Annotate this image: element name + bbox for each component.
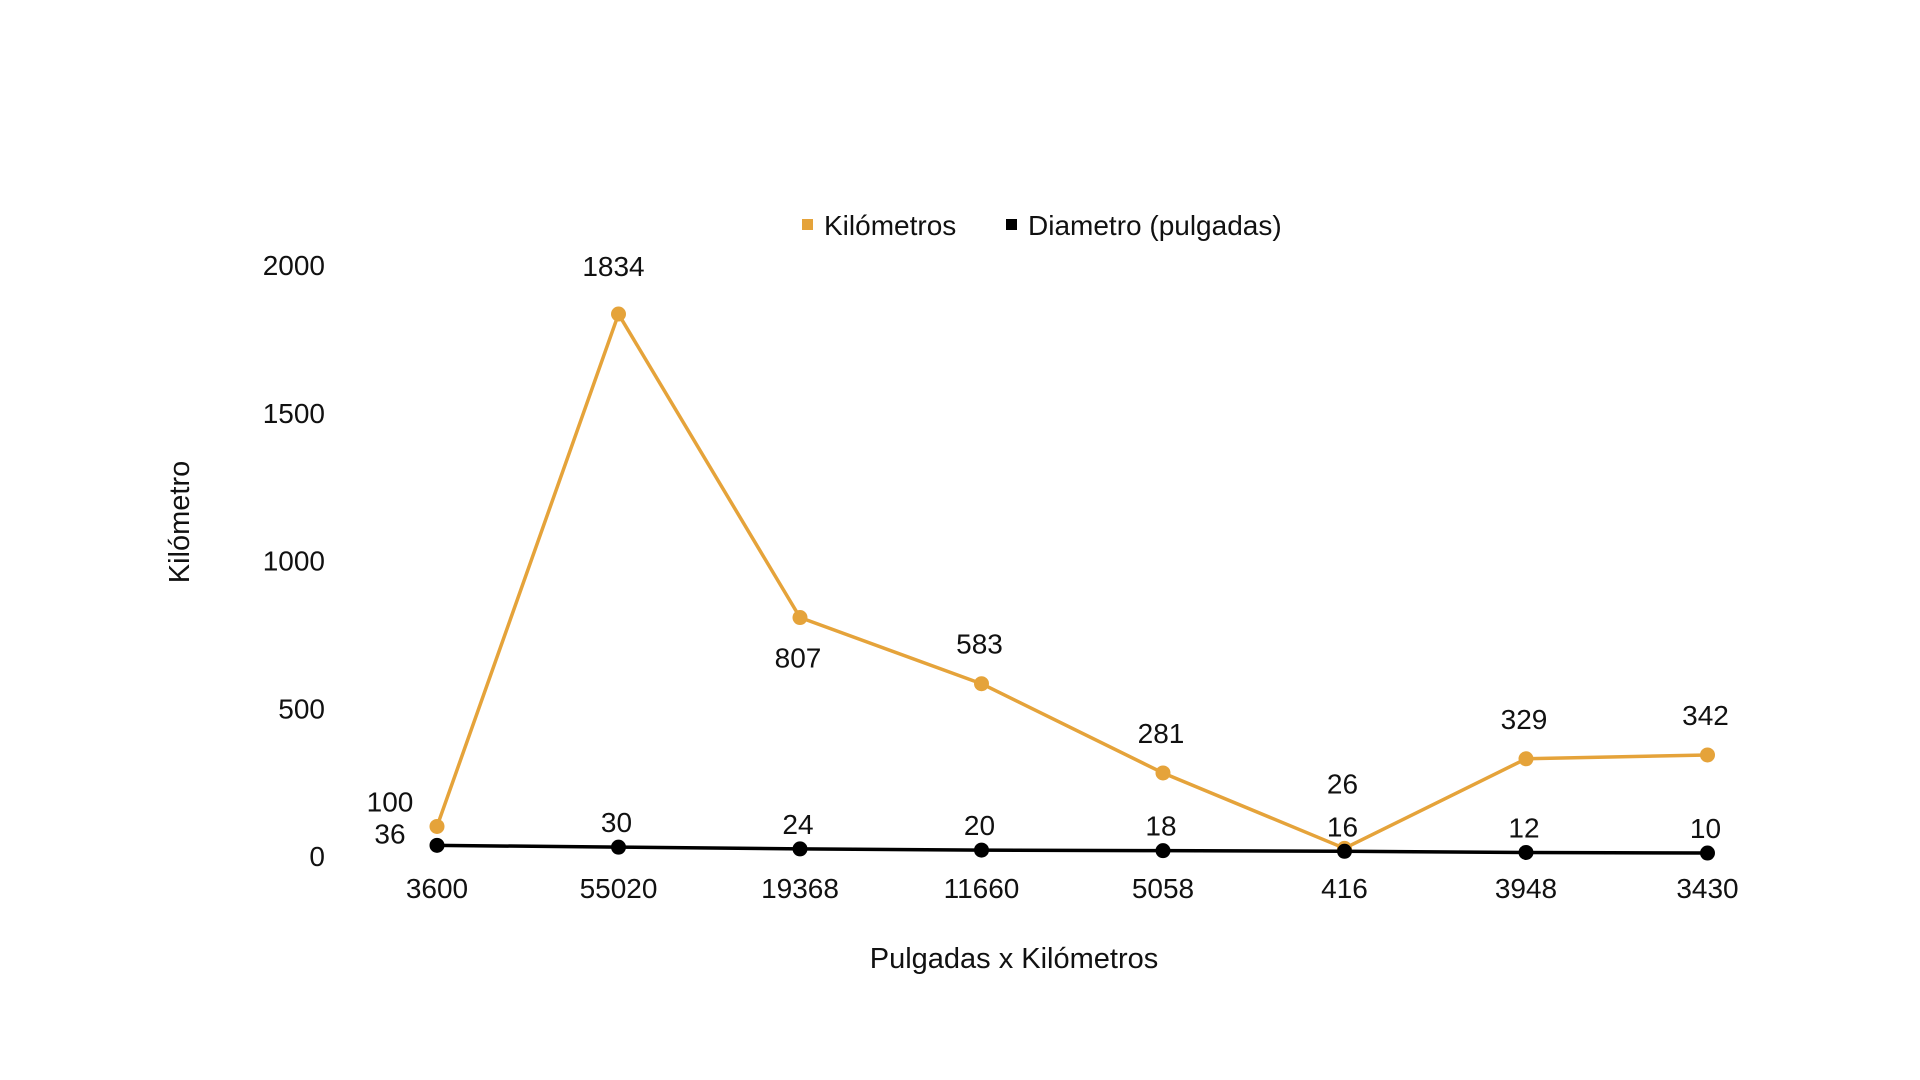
data-point — [1700, 747, 1715, 763]
data-point — [1337, 843, 1352, 859]
data-label: 100 — [367, 786, 414, 817]
data-point — [792, 610, 808, 626]
y-tick-label: 0 — [309, 841, 325, 872]
x-tick-label: 19368 — [761, 873, 839, 904]
y-tick-label: 1000 — [263, 546, 325, 577]
x-tick-label: 5058 — [1132, 873, 1194, 904]
legend-swatch — [802, 219, 813, 230]
data-point — [974, 676, 989, 692]
data-label: 342 — [1682, 700, 1729, 731]
data-point — [1700, 845, 1715, 861]
x-tick-label: 3600 — [406, 873, 468, 904]
series-diametro — [429, 837, 1715, 861]
data-labels: 36 30 24 20 18 16 12 10 — [374, 807, 1721, 849]
x-tick-label: 11660 — [944, 873, 1020, 904]
data-point — [611, 839, 626, 855]
data-label: 281 — [1138, 718, 1185, 749]
data-label: 26 — [1327, 768, 1358, 799]
data-label: 1834 — [582, 251, 644, 282]
legend-item: Diametro (pulgadas) — [1006, 210, 1282, 241]
y-axis-title: Kilómetro — [164, 461, 196, 584]
data-point — [429, 818, 445, 834]
y-axis-ticks: 0 500 1000 1500 2000 — [263, 250, 325, 872]
x-tick-label: 3948 — [1495, 873, 1557, 904]
data-label: 329 — [1501, 704, 1548, 735]
legend-label: Kilómetros — [824, 210, 956, 241]
x-tick-label: 55020 — [580, 873, 658, 904]
y-tick-label: 500 — [278, 693, 325, 724]
data-label: 16 — [1327, 811, 1358, 842]
data-point — [611, 306, 626, 322]
data-label: 807 — [775, 643, 822, 674]
data-label: 30 — [601, 807, 632, 838]
legend-label: Diametro (pulgadas) — [1028, 210, 1282, 241]
data-label: 12 — [1508, 812, 1539, 843]
x-axis-title: Pulgadas x Kilómetros — [870, 943, 1159, 975]
data-label: 24 — [782, 809, 813, 840]
data-point — [429, 837, 445, 853]
data-point — [974, 842, 989, 858]
data-label: 18 — [1145, 811, 1176, 842]
series-group: 100 1834 807 583 281 26 329 342 36 30 24 20 18 16 12 10 — [367, 251, 1729, 861]
data-label: 36 — [374, 818, 405, 849]
x-axis-ticks: 3600 55020 19368 11660 5058 416 3948 3430 — [406, 873, 1739, 904]
data-point — [792, 841, 808, 857]
data-label: 10 — [1690, 813, 1721, 844]
data-point — [1518, 751, 1534, 767]
legend: Kilómetros Diametro (pulgadas) — [802, 210, 1282, 241]
series-kilometros — [429, 306, 1715, 856]
data-label: 20 — [964, 810, 995, 841]
legend-item: Kilómetros — [802, 210, 956, 241]
data-point — [1518, 844, 1534, 860]
data-point — [1155, 765, 1171, 781]
x-tick-label: 416 — [1321, 873, 1368, 904]
series-line — [435, 843, 1710, 855]
y-tick-label: 2000 — [263, 250, 325, 281]
data-point — [1155, 843, 1171, 859]
y-tick-label: 1500 — [263, 398, 325, 429]
series-line — [435, 312, 1710, 851]
x-tick-label: 3430 — [1676, 873, 1738, 904]
data-label: 583 — [956, 629, 1003, 660]
data-labels: 100 1834 807 583 281 26 329 342 — [367, 251, 1729, 817]
legend-swatch — [1006, 219, 1017, 230]
